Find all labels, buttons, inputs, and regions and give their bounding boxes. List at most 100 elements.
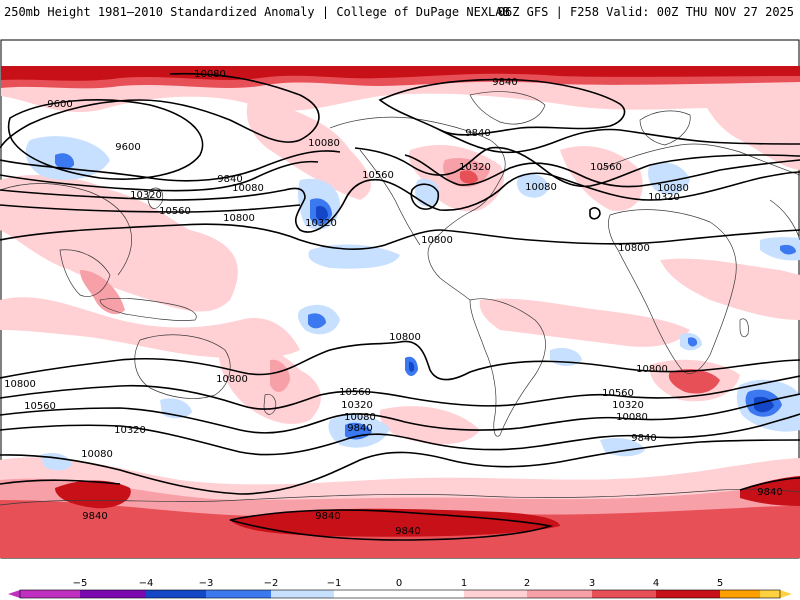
anomaly-positive-satl [479,298,690,347]
contour-label: 9600 [47,99,72,110]
contour-label: 9840 [631,433,656,444]
coastline-south-america [469,298,546,437]
anomaly-negative-ural [647,162,690,195]
contour-label: 10080 [525,182,557,193]
contour-label: 10320 [648,192,680,203]
contour-9840-ant-e [739,477,800,491]
coastline-indonesia [99,298,197,321]
colorbar-right-arrow [780,590,792,598]
colorbar-tick-label: −3 [199,578,214,589]
contour-9600-siberia [7,99,204,180]
anomaly-positive-npac [246,96,371,200]
contour-10080-na [354,146,800,188]
anomaly-negative-atl [517,173,549,198]
colorbar-tick-label: 1 [461,578,467,589]
anomaly-core-ant-e [740,476,800,506]
contour-label: 9840 [82,511,107,522]
anomaly-positive-sea [80,270,125,315]
contour-10320-asia [0,178,381,233]
colorbar-segment [760,590,780,598]
contour-10560-na [379,171,800,211]
anomaly-core-safr [668,369,720,394]
contour-label: 10080 [344,412,376,423]
colorbar-segment [334,590,464,598]
contour-label: 10080 [194,69,226,80]
anomaly-shading [0,66,800,558]
colorbar-segment [527,590,592,598]
contour-label: 10800 [4,379,36,390]
coastline-antarctica [0,488,800,506]
contour-loop-eur [589,207,601,220]
colorbar-tick-label: 0 [396,578,402,589]
coastline-greenland [469,91,546,125]
coastline-se-asia [59,249,111,297]
colorbar-tick-label: 3 [589,578,595,589]
coastline-africa [608,209,737,374]
contour-label: 10320 [130,190,162,201]
contour-10560-asia [0,204,301,213]
contour-10800-na [439,229,800,245]
colorbar-tick-label: 2 [524,578,530,589]
contour-10080-asia [0,160,319,192]
anomaly-negative-trop-b-core [409,361,415,372]
anomaly-core-ant-w [55,480,131,509]
anomaly-negative-india-core [780,244,796,255]
colorbar-segment [146,590,206,598]
anomaly-negative-trop-pac-core [308,313,326,329]
contour-10320-south [0,393,800,434]
anomaly-positive-eur [700,90,800,170]
contour-label: 9840 [465,128,490,139]
colorbar: −5 −4 −3 −2 −1 0 1 2 3 4 5 [8,578,792,599]
contour-label: 10560 [159,206,191,217]
contour-label: 10560 [590,162,622,173]
colorbar-outline [19,589,781,599]
contour-label: 10800 [421,235,453,246]
colorbar-segment [656,590,720,598]
anomaly-arctic-mid [1,73,800,89]
contour-label: 10080 [232,183,264,194]
anomaly-negative-ant-c [600,438,645,457]
contour-label: 10800 [636,364,668,375]
anomaly-negative-na [415,178,440,207]
colorbar-tick-label: −2 [264,578,279,589]
map-title: 250mb Height 1981–2010 Standardized Anom… [4,5,510,19]
anomaly-positive-spac [379,406,480,445]
contour-label: 10800 [223,213,255,224]
colorbar-segment [206,590,271,598]
contour-label: 10080 [616,412,648,423]
colorbar-left-arrow [8,590,20,598]
contour-label: 10080 [81,449,113,460]
contour-10080-south [0,413,800,456]
contour-label: 10800 [389,332,421,343]
contour-label: 9840 [315,511,340,522]
contour-9840-ant [229,509,554,541]
anomaly-negative-satl2-core [688,337,698,347]
colorbar-tick-label: 5 [717,578,723,589]
contour-label: 9840 [757,487,782,498]
colorbar-tick-label: −1 [327,578,342,589]
anomaly-strong-spac-w [270,359,290,392]
contour-label: 9840 [347,423,372,434]
contour-label: 9840 [395,526,420,537]
colorbar-tick-label: −4 [139,578,154,589]
contour-label: 10560 [362,170,394,181]
contour-10320-na [404,154,800,188]
coastline-north-america [329,116,506,301]
contour-label: 10320 [114,425,146,436]
contour-loop-na [410,183,440,210]
contour-label: 10560 [24,401,56,412]
anomaly-negative-epac [308,244,400,269]
coastline-asia-east [0,183,132,276]
contour-label: 10080 [657,183,689,194]
run-info: 06Z GFS | F258 Valid: 00Z THU NOV 27 202… [497,5,794,19]
contour-9840-asia [0,150,341,182]
contour-label: 10080 [308,138,340,149]
contour-label: 10800 [216,374,248,385]
contour-9840-ant-w [0,479,121,485]
height-contours [0,72,800,541]
contour-9840-na [439,128,800,154]
contour-label: 10800 [618,243,650,254]
coastline-japan [147,187,164,209]
anomaly-positive-natl [560,146,643,211]
